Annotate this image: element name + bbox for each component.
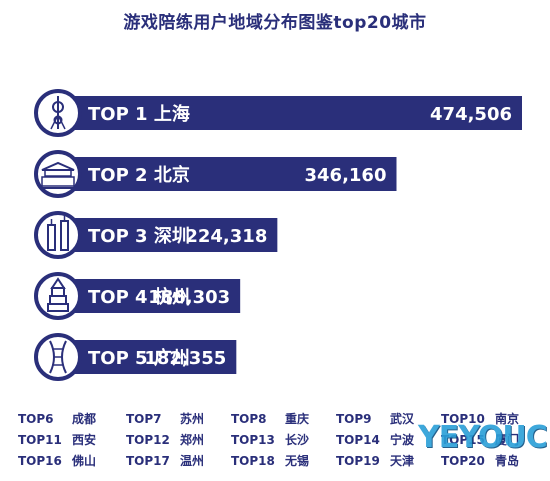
rank-label: TOP10 <box>441 412 485 426</box>
bar-2 <box>58 157 397 191</box>
bar-label-2: TOP 2 北京 <box>88 164 190 186</box>
hangzhou-pagoda-icon <box>47 277 69 312</box>
rest-ranking-item: TOP15 厦门 <box>441 431 519 448</box>
bar-label-5: TOP 5 广州 <box>88 347 190 369</box>
city-name: 温州 <box>180 454 205 468</box>
rank-label: TOP18 <box>231 454 275 468</box>
city-name: 宁波 <box>390 433 415 447</box>
city-name: 成都 <box>72 412 97 426</box>
bar-value-4: 186,303 <box>148 287 230 308</box>
chart-title: 游戏陪练用户地域分布图鉴top20城市 <box>123 13 427 33</box>
bar-4 <box>58 279 241 313</box>
rest-rankings: TOP6 成都 TOP7 苏州 TOP8 重庆 TOP9 武汉 TOP10 南京 TOP11 西安 TO… <box>18 410 538 473</box>
watermark-logo: YEYOUC <box>418 420 548 455</box>
rank-label: TOP19 <box>336 454 380 468</box>
bar-value-5: 182,355 <box>144 348 226 369</box>
bar-icon-badge-3 <box>34 211 82 259</box>
rest-ranking-item: TOP10 南京 <box>441 410 519 427</box>
rest-ranking-item: TOP16 佛山 <box>18 452 96 469</box>
rank-label: TOP12 <box>126 433 170 447</box>
rank-label: TOP8 <box>231 412 267 426</box>
bar-label-1: TOP 1 上海 <box>88 103 190 125</box>
rank-label: TOP16 <box>18 454 62 468</box>
rank-label: TOP11 <box>18 433 62 447</box>
rank-label: TOP14 <box>336 433 380 447</box>
rest-ranking-item: TOP18 无锡 <box>231 452 309 469</box>
rest-row: TOP16 佛山 TOP17 温州 TOP18 无锡 TOP19 天津 TOP20 青岛 <box>18 452 538 473</box>
bar-chart: TOP 1 上海 474,506 TOP 2 北京 346,160 TOP 3 深圳22… <box>34 89 522 381</box>
rest-ranking-item: TOP20 青岛 <box>441 452 519 469</box>
rest-ranking-item: TOP9 武汉 <box>336 410 414 427</box>
rest-ranking-item: TOP6 成都 <box>18 410 96 427</box>
city-name: 厦门 <box>495 433 520 447</box>
city-name: 长沙 <box>285 433 310 447</box>
rest-row: TOP6 成都 TOP7 苏州 TOP8 重庆 TOP9 武汉 TOP10 南京 <box>18 410 538 431</box>
city-name: 西安 <box>72 433 97 447</box>
rank-label: TOP7 <box>126 412 162 426</box>
city-name: 郑州 <box>180 433 205 447</box>
rank-label: TOP20 <box>441 454 485 468</box>
shenzhen-towers-icon <box>47 216 69 251</box>
bar-label-4: TOP 4 杭州 <box>88 286 190 308</box>
bar-5 <box>58 340 237 374</box>
canton-tower-icon <box>49 340 67 374</box>
rest-ranking-item: TOP7 苏州 <box>126 410 204 427</box>
city-name: 武汉 <box>390 412 415 426</box>
bar-value-2: 346,160 <box>305 165 387 186</box>
city-name: 无锡 <box>285 454 310 468</box>
rank-label: TOP15 <box>441 433 485 447</box>
city-name: 重庆 <box>285 412 310 426</box>
city-name: 佛山 <box>72 454 97 468</box>
rank-label: TOP9 <box>336 412 372 426</box>
rank-label: TOP13 <box>231 433 275 447</box>
bar-3 <box>58 218 278 252</box>
rest-ranking-item: TOP13 长沙 <box>231 431 309 448</box>
rank-label: TOP17 <box>126 454 170 468</box>
tiananmen-icon <box>41 161 75 189</box>
rest-ranking-item: TOP11 西安 <box>18 431 96 448</box>
rest-ranking-item: TOP17 温州 <box>126 452 204 469</box>
bar-value-1: 474,506 <box>430 104 512 125</box>
rest-ranking-item: TOP12 郑州 <box>126 431 204 448</box>
city-name: 南京 <box>495 412 520 426</box>
rank-label: TOP6 <box>18 412 54 426</box>
bar-icon-badge-2 <box>34 150 82 198</box>
bar-1 <box>58 96 522 130</box>
city-name: 苏州 <box>180 412 205 426</box>
rest-row: TOP11 西安 TOP12 郑州 TOP13 长沙 TOP14 宁波 TOP15 厦门 <box>18 431 538 452</box>
oriental-pearl-tower-icon <box>50 96 66 130</box>
city-name: 天津 <box>390 454 415 468</box>
rest-ranking-item: TOP8 重庆 <box>231 410 309 427</box>
rest-ranking-item: TOP19 天津 <box>336 452 414 469</box>
bar-value-3: 224,318 <box>185 226 267 247</box>
bar-label-3: TOP 3 深圳 <box>88 225 190 247</box>
rest-ranking-item: TOP14 宁波 <box>336 431 414 448</box>
city-name: 青岛 <box>495 454 520 468</box>
